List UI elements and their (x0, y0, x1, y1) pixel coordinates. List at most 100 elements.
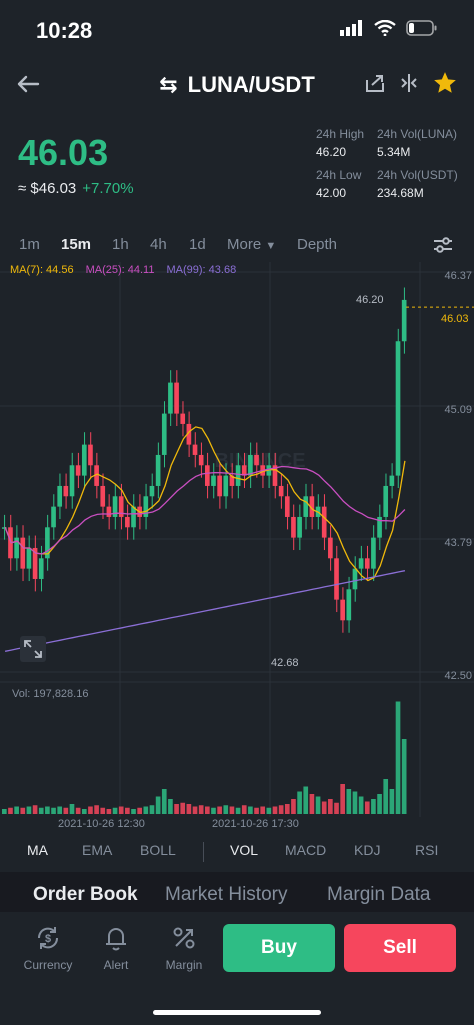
candle-body (395, 341, 401, 476)
volume-bar (51, 807, 56, 814)
volume-bar (346, 789, 352, 814)
volume-bar (100, 807, 106, 814)
candle-body (284, 496, 290, 517)
sell-button[interactable]: Sell (344, 924, 456, 972)
share-icon[interactable] (364, 72, 386, 94)
pair-title[interactable]: ⇆ LUNA/USDT (0, 72, 474, 98)
volume-bar (106, 809, 112, 814)
price-axis-label: 45.09 (444, 404, 472, 416)
candle-body (51, 506, 56, 528)
volume-bar (26, 806, 32, 814)
volume-bar (149, 805, 155, 814)
currency-button[interactable]: $ Currency (18, 924, 78, 972)
alert-button[interactable]: Alert (86, 924, 146, 972)
compare-icon[interactable] (400, 72, 418, 94)
bottom-section-tabs: Order Book Market History Margin Data (0, 872, 474, 912)
back-arrow-icon[interactable] (14, 70, 42, 98)
volume-bar (180, 802, 186, 814)
candle-body (106, 506, 112, 517)
indicator-kdj[interactable]: KDJ (354, 842, 381, 858)
caret-down-icon: ▼ (265, 240, 277, 252)
tab-1d[interactable]: 1d (189, 236, 206, 253)
volume-bar (297, 791, 302, 814)
volume-bar (284, 804, 290, 814)
candle-body (32, 547, 38, 579)
indicator-macd[interactable]: MACD (285, 842, 327, 858)
ma99-line (4, 570, 406, 652)
tab-order-book[interactable]: Order Book (33, 884, 138, 905)
volume-bar (38, 807, 44, 814)
candle-body (303, 496, 309, 517)
candle-body (401, 299, 407, 342)
volume-bar (155, 796, 161, 814)
indicator-ema[interactable]: EMA (82, 842, 113, 858)
candle-body (334, 558, 339, 600)
volume-bar (223, 805, 229, 814)
chart-watermark: BINANCE (214, 450, 305, 472)
tab-market-history[interactable]: Market History (165, 884, 288, 905)
volume-bar (63, 807, 69, 814)
time-axis-label: 2021-10-26 17:30 (212, 818, 299, 830)
volume-bar (88, 806, 93, 814)
bell-icon (106, 928, 126, 951)
volume-bar (161, 789, 167, 814)
volume-bar (278, 805, 284, 814)
tab-margin-data[interactable]: Margin Data (327, 884, 431, 905)
candle-body (63, 485, 69, 497)
tab-15m[interactable]: 15m (61, 236, 92, 253)
volume-bar (137, 807, 142, 814)
candle-body (155, 454, 161, 486)
tab-depth[interactable]: Depth (297, 236, 338, 253)
fullscreen-expand-icon[interactable] (20, 636, 46, 662)
candle-body (186, 423, 192, 445)
tab-more[interactable]: More ▼ (227, 236, 276, 253)
status-time: 10:28 (36, 18, 93, 43)
chart-settings-icon[interactable] (432, 236, 454, 254)
volume-bar (235, 807, 241, 814)
volume-bar (395, 701, 401, 814)
favorite-star-icon[interactable] (432, 70, 458, 96)
volume-bar (309, 794, 315, 814)
volume-bar (32, 805, 38, 814)
last-price-tag: 46.03 (441, 313, 469, 325)
candle-body (211, 475, 216, 486)
volume-bar (229, 806, 235, 814)
volume-bar (211, 807, 216, 814)
ma7-line (4, 426, 406, 582)
candle-body (2, 527, 7, 529)
indicator-tabs: MA EMA BOLL VOL MACD KDJ RSI (0, 836, 474, 866)
candle-body (143, 496, 149, 517)
volume-bar (266, 807, 272, 814)
candles (2, 287, 407, 633)
indicator-ma[interactable]: MA (27, 842, 48, 858)
volume-bar (241, 805, 247, 814)
time-axis-label: 2021-10-26 12:30 (58, 818, 145, 830)
candle-body (192, 444, 198, 455)
tab-1m[interactable]: 1m (19, 236, 40, 253)
volume-bar (94, 805, 99, 814)
candle-body (272, 465, 278, 486)
volume-bar (358, 796, 364, 814)
candle-body (168, 382, 173, 414)
volume-bar (168, 799, 173, 814)
volume-bar (260, 806, 266, 814)
candle-body (217, 475, 222, 497)
stat-value: 234.68M (377, 186, 424, 200)
tab-4h[interactable]: 4h (150, 236, 167, 253)
indicator-rsi[interactable]: RSI (415, 842, 439, 858)
volume-bar (334, 802, 339, 814)
margin-button[interactable]: Margin (154, 924, 214, 972)
buy-button[interactable]: Buy (223, 924, 335, 972)
indicator-boll[interactable]: BOLL (140, 842, 176, 858)
volume-bar (131, 809, 136, 814)
tab-1h[interactable]: 1h (112, 236, 129, 253)
volume-bar (364, 801, 370, 814)
indicator-vol[interactable]: VOL (230, 842, 259, 858)
volume-bar (69, 804, 75, 814)
volume-bar (254, 807, 259, 814)
candlestick-chart[interactable]: BINANCE (0, 262, 474, 822)
candle-body (161, 413, 167, 455)
candle-body (94, 465, 99, 486)
stat-24h-high: 24h High 46.20 (316, 127, 364, 159)
stat-24h-vol-base: 24h Vol(LUNA) 5.34M (377, 127, 457, 159)
